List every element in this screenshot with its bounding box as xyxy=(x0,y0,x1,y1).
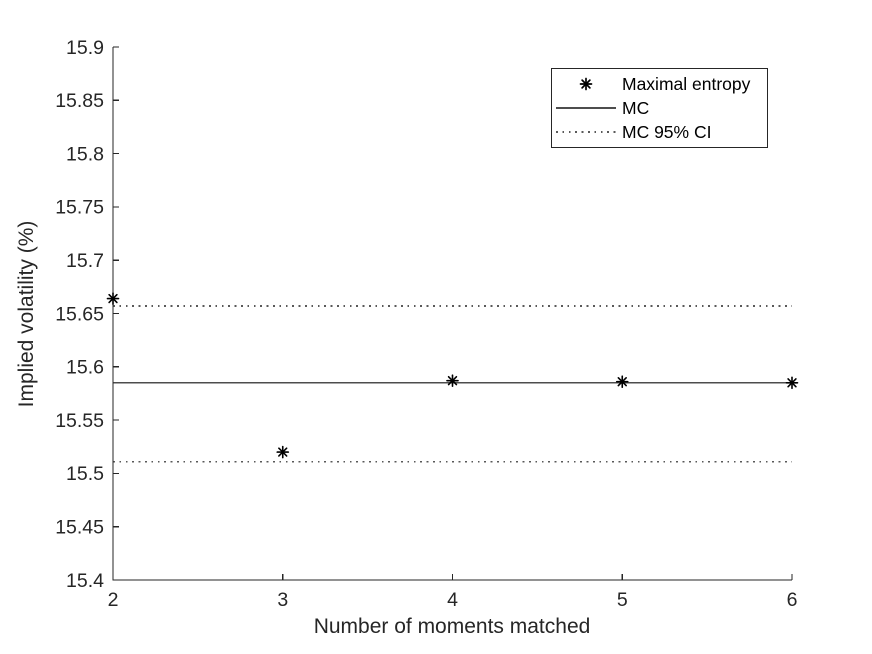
legend-sample-solid-line xyxy=(552,97,620,119)
asterisk-stroke xyxy=(787,378,797,388)
asterisk-stroke xyxy=(447,375,458,386)
y-tick-label: 15.65 xyxy=(55,303,104,325)
y-tick-label: 15.55 xyxy=(55,410,104,432)
ci-lines xyxy=(113,305,792,463)
legend-entry-label: MC xyxy=(622,97,650,118)
x-tick-label: 6 xyxy=(787,589,798,611)
y-tick-label: 15.85 xyxy=(55,90,104,112)
x-tick-label: 4 xyxy=(447,589,458,611)
y-tick-label: 15.4 xyxy=(66,570,104,592)
y-axis-ticks: 15.4 15.45 15.5 15.55 15.6 15.65 15.7 15.75 15.8… xyxy=(55,37,119,592)
y-tick-label: 15.7 xyxy=(66,250,104,272)
legend-sample-dotted-line xyxy=(552,121,620,143)
legend: Maximal entropy MC MC 95% CI xyxy=(551,68,768,148)
data-point-marker xyxy=(276,445,290,459)
x-axis-ticks: 2 3 4 5 6 xyxy=(108,574,798,611)
y-axis-label: Implied volatility (%) xyxy=(15,220,38,408)
x-tick-label: 2 xyxy=(108,589,119,611)
data-point-marker xyxy=(446,374,459,387)
y-tick-label: 15.6 xyxy=(66,357,104,379)
y-tick-label: 15.5 xyxy=(66,463,104,485)
legend-entry-label: Maximal entropy xyxy=(622,73,751,94)
y-tick-label: 15.75 xyxy=(55,197,104,219)
y-tick-label: 15.9 xyxy=(66,37,104,59)
x-tick-label: 5 xyxy=(617,589,628,611)
data-points xyxy=(106,292,799,459)
asterisk-icon xyxy=(581,79,591,89)
x-tick-label: 3 xyxy=(277,589,288,611)
data-point-marker xyxy=(106,292,120,305)
asterisk-stroke xyxy=(108,293,118,304)
legend-entry-label: MC 95% CI xyxy=(622,121,712,142)
data-point-marker xyxy=(615,375,629,389)
legend-sample-marker xyxy=(552,73,620,95)
y-tick-label: 15.8 xyxy=(66,143,104,165)
y-tick-label: 15.45 xyxy=(55,517,104,539)
asterisk-stroke xyxy=(617,377,627,387)
x-axis-label: Number of moments matched xyxy=(313,615,591,638)
legend-entry: MC xyxy=(552,96,767,120)
data-point-marker xyxy=(785,376,799,390)
legend-entry: Maximal entropy xyxy=(552,72,767,96)
asterisk-stroke xyxy=(278,447,288,457)
legend-entry: MC 95% CI xyxy=(552,120,767,144)
